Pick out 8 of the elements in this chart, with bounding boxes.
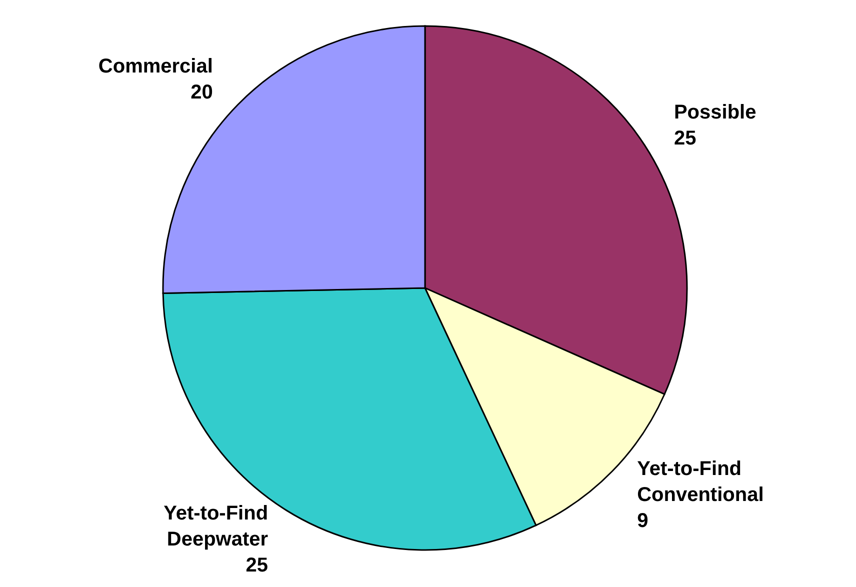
data-label: 20	[190, 81, 213, 104]
slice-label: Commercial	[98, 55, 213, 78]
slice-label: Possible	[674, 101, 756, 124]
data-label: 9	[637, 510, 648, 532]
slice-label: Yet-to-Find Deepwater	[164, 502, 268, 550]
data-label: 25	[246, 554, 268, 576]
data-label: 25	[674, 127, 696, 150]
slice-label: Yet-to-Find Conventional	[637, 458, 764, 506]
